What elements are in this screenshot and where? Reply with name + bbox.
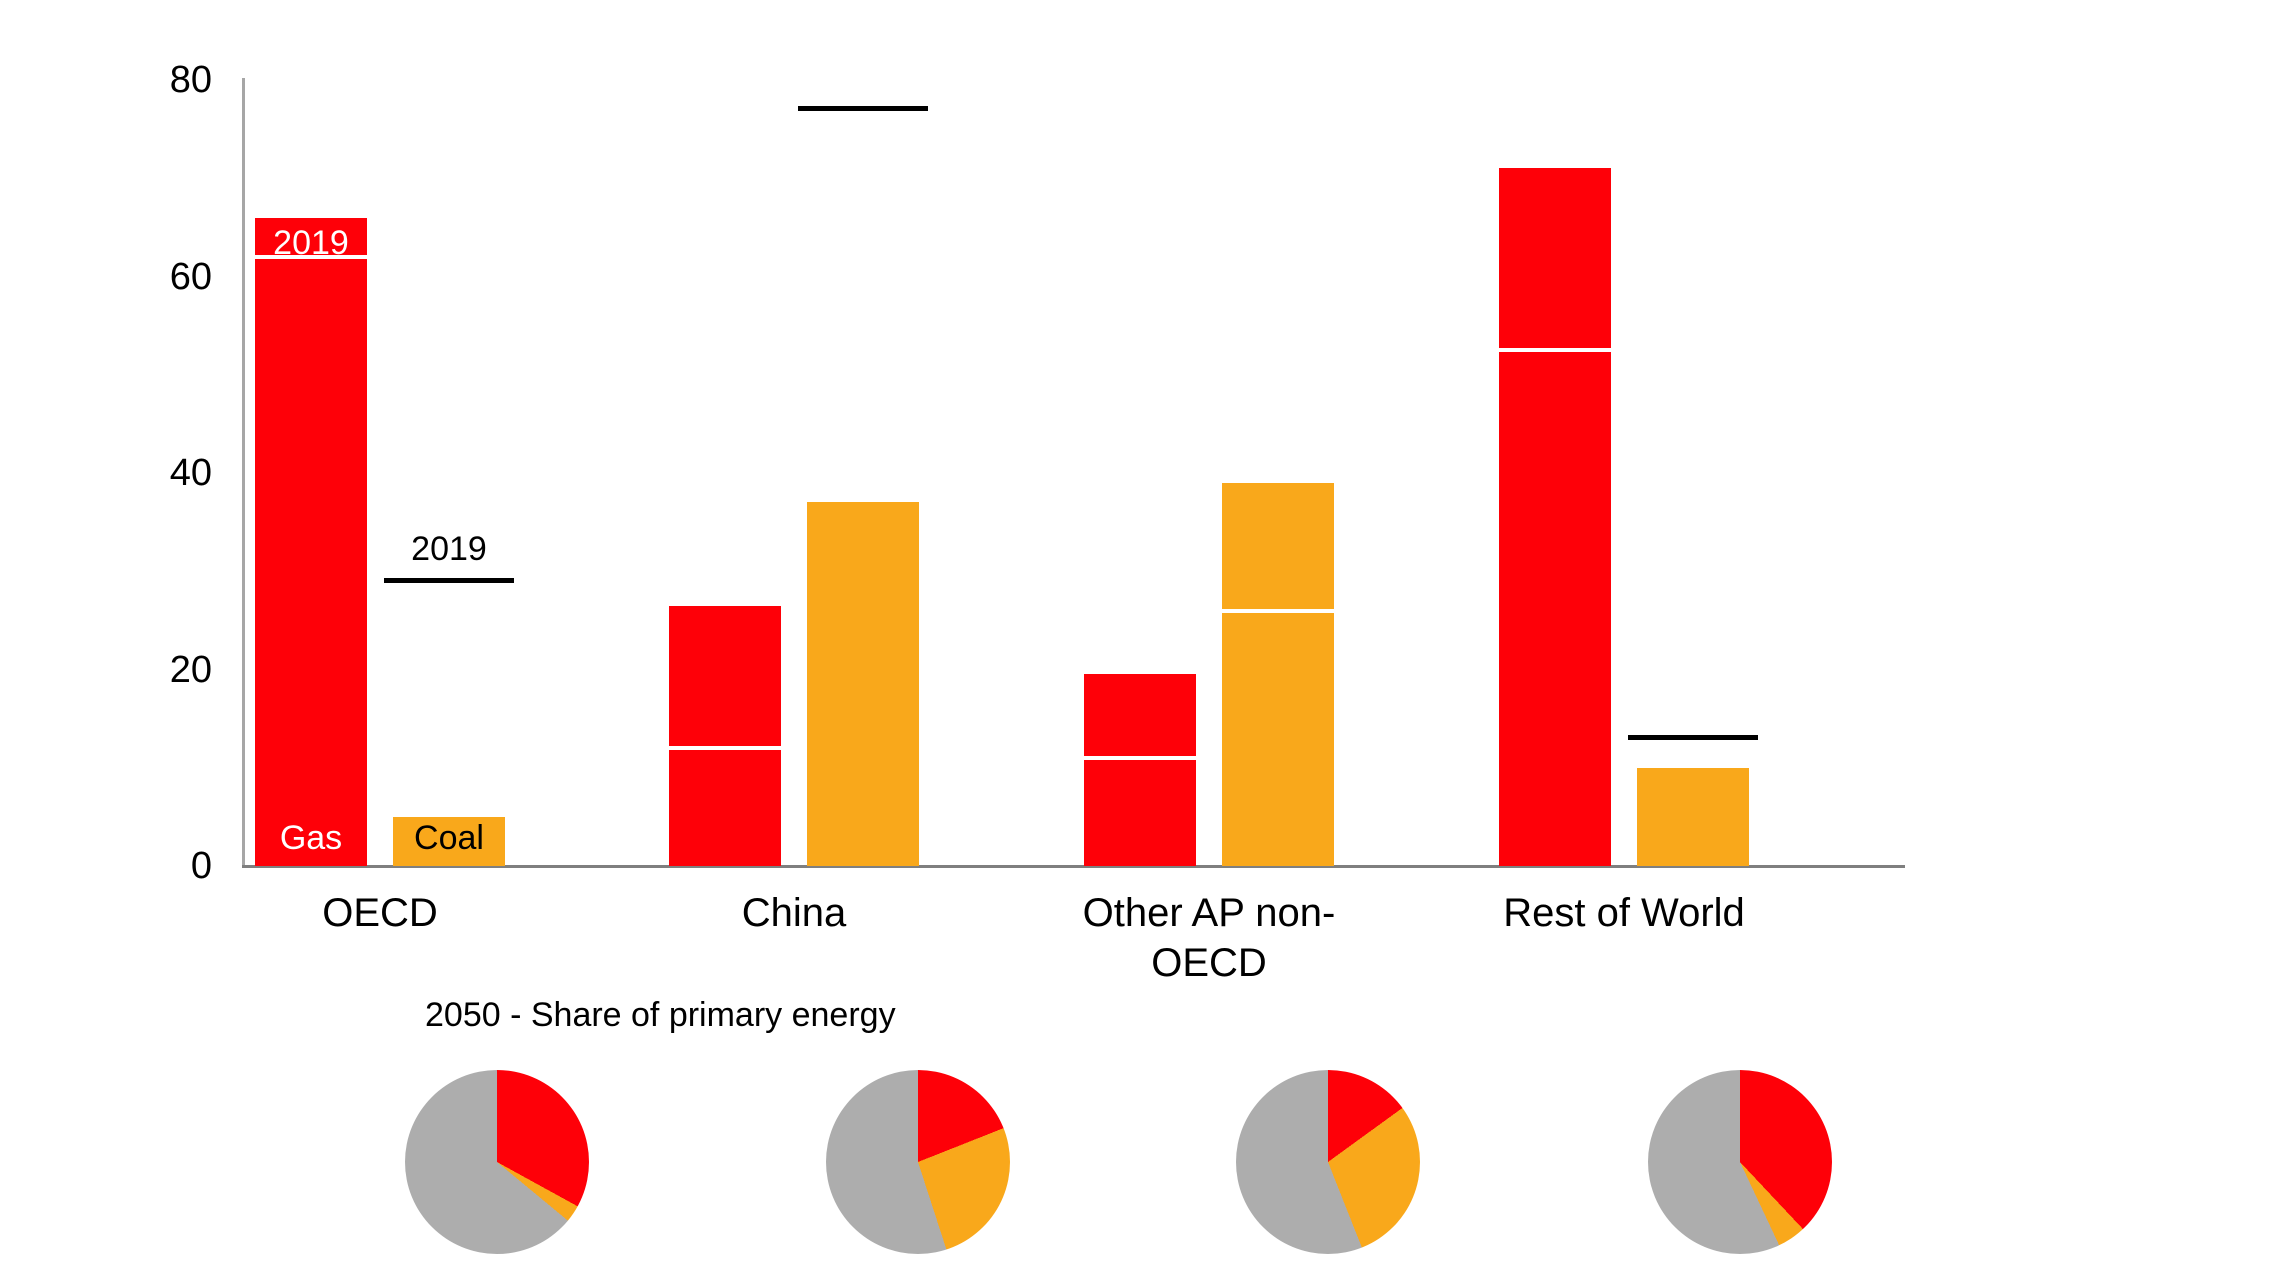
marker-2019-gas-oecd — [255, 254, 367, 259]
category-label-rest-of-world: Rest of World — [1503, 891, 1745, 935]
y-axis-tick-label-80: 80 — [169, 59, 212, 101]
bar-coal-china — [807, 502, 919, 866]
bar-gas-china — [669, 605, 781, 866]
year-label-2019-coal: 2019 — [411, 530, 487, 569]
marker-2019-gas-other-ap-non-oecd — [1084, 755, 1196, 760]
marker-2019-coal-rest-of-world — [1628, 735, 1758, 741]
series-label-gas: Gas — [279, 819, 343, 857]
marker-2019-gas-china — [669, 746, 781, 751]
y-axis-tick-label-20: 20 — [169, 648, 212, 691]
marker-2019-coal-china — [798, 106, 928, 112]
pie-china — [826, 1070, 1010, 1254]
bar-gas-oecd — [255, 217, 367, 866]
bar-coal-rest-of-world — [1637, 767, 1749, 866]
marker-2019-coal-oecd — [384, 578, 514, 584]
pie-other-ap-non-oecd — [1236, 1070, 1420, 1254]
bar-coal-other-ap-non-oecd — [1222, 482, 1334, 866]
marker-2019-coal-other-ap-non-oecd — [1222, 608, 1334, 613]
pie-oecd — [405, 1070, 589, 1254]
category-label-other-ap-non-oecd: Other AP non- OECD — [1082, 891, 1336, 985]
year-label-2019-gas: 2019 — [273, 223, 349, 262]
bar-coal-oecd — [393, 816, 505, 866]
series-label-coal: Coal — [414, 819, 484, 857]
pies-title: 2050 - Share of primary energy — [425, 996, 896, 1034]
bar-gas-other-ap-non-oecd — [1084, 674, 1196, 866]
category-label-oecd: OECD — [322, 891, 438, 935]
y-axis-line — [242, 78, 245, 868]
y-axis-tick-label-0: 0 — [190, 845, 212, 887]
marker-2019-gas-rest-of-world — [1499, 348, 1611, 353]
pie-rest-of-world — [1648, 1070, 1832, 1254]
x-axis-baseline — [242, 865, 1905, 868]
bar-gas-rest-of-world — [1499, 168, 1611, 866]
y-axis-tick-label-40: 40 — [169, 452, 212, 494]
y-axis-tick-label-60: 60 — [169, 255, 212, 298]
category-label-china: China — [741, 891, 847, 935]
